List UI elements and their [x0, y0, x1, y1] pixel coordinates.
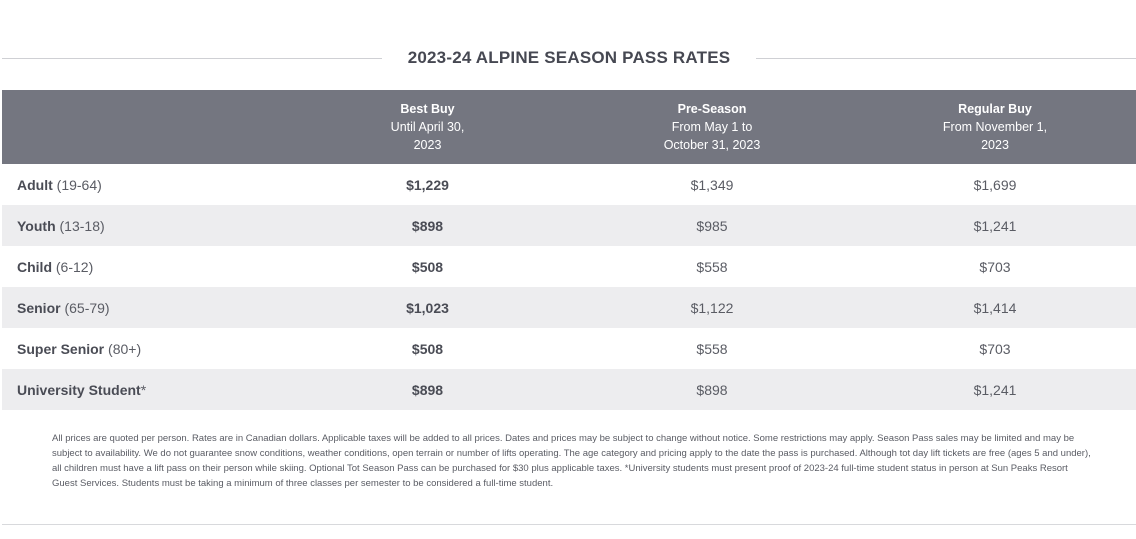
- header-line2: From May 1 to: [671, 120, 753, 134]
- category: Super Senior: [17, 340, 105, 357]
- pre-season-price: $558: [696, 258, 728, 275]
- page-title: 2023-24 ALPINE SEASON PASS RATES: [407, 48, 731, 67]
- table-row: Child (6-12) $508 $558 $703: [2, 246, 1136, 287]
- best-buy-price: $508: [411, 340, 444, 357]
- title-row: 2023-24 ALPINE SEASON PASS RATES: [2, 44, 1136, 72]
- best-buy-price: $508: [411, 258, 444, 275]
- title-rule-right: [756, 57, 1136, 59]
- age-range: (80+): [104, 340, 142, 357]
- best-buy-price: $1,023: [406, 299, 449, 316]
- table-row: University Student* $898 $898 $1,241: [2, 369, 1136, 410]
- table-row: Youth (13-18) $898 $985 $1,241: [2, 205, 1136, 246]
- header-line2: Until April 30,: [390, 120, 465, 134]
- header-name: Best Buy: [400, 102, 455, 116]
- regular-buy-price: $703: [979, 340, 1011, 357]
- footnote: All prices are quoted per person. Rates …: [52, 433, 1091, 489]
- best-buy-price: $1,229: [406, 176, 449, 193]
- table-row: Adult (19-64) $1,229 $1,349 $1,699: [2, 164, 1136, 205]
- pre-season-price: $1,349: [690, 176, 734, 193]
- header-line2: From November 1,: [942, 120, 1048, 134]
- row-label: Super Senior (80+): [2, 341, 285, 357]
- category: Youth: [17, 217, 56, 234]
- pre-season-price: $1,122: [690, 299, 734, 316]
- regular-buy-price: $1,414: [973, 299, 1017, 316]
- age-range: (65-79): [60, 299, 110, 316]
- header-name: Regular Buy: [958, 102, 1032, 116]
- pre-season-price: $985: [696, 217, 728, 234]
- row-label: University Student*: [2, 382, 285, 398]
- best-buy-price: $898: [411, 217, 444, 234]
- bottom-divider: [2, 524, 1136, 525]
- table-row: Senior (65-79) $1,023 $1,122 $1,414: [2, 287, 1136, 328]
- row-label: Youth (13-18): [2, 218, 285, 234]
- age-range: (19-64): [52, 176, 102, 193]
- header-regular-buy: Regular Buy From November 1, 2023: [854, 90, 1136, 164]
- category: University Student: [17, 381, 141, 398]
- pre-season-price: $558: [696, 340, 728, 357]
- category: Senior: [17, 299, 61, 316]
- best-buy-price: $898: [411, 381, 444, 398]
- header-line3: 2023: [413, 138, 442, 152]
- table-header: Best Buy Until April 30, 2023 Pre-Season…: [2, 90, 1136, 164]
- header-empty-cell: [2, 90, 285, 164]
- age-range: (6-12): [52, 258, 94, 275]
- table-row: Super Senior (80+) $508 $558 $703: [2, 328, 1136, 369]
- category: Child: [17, 258, 52, 275]
- row-label: Senior (65-79): [2, 300, 285, 316]
- rates-table: Best Buy Until April 30, 2023 Pre-Season…: [2, 90, 1136, 410]
- title-rule-left: [2, 57, 382, 59]
- regular-buy-price: $703: [979, 258, 1011, 275]
- regular-buy-price: $1,241: [973, 381, 1017, 398]
- header-name: Pre-Season: [677, 102, 747, 116]
- regular-buy-price: $1,699: [973, 176, 1017, 193]
- header-pre-season: Pre-Season From May 1 to October 31, 202…: [570, 90, 854, 164]
- header-best-buy: Best Buy Until April 30, 2023: [285, 90, 570, 164]
- row-label: Child (6-12): [2, 259, 285, 275]
- category: Adult: [17, 176, 53, 193]
- age-range: (13-18): [55, 217, 105, 234]
- header-line3: October 31, 2023: [663, 138, 761, 152]
- regular-buy-price: $1,241: [973, 217, 1017, 234]
- age-range: *: [140, 381, 147, 398]
- header-line3: 2023: [981, 138, 1009, 152]
- row-label: Adult (19-64): [2, 177, 285, 193]
- pre-season-price: $898: [696, 381, 728, 398]
